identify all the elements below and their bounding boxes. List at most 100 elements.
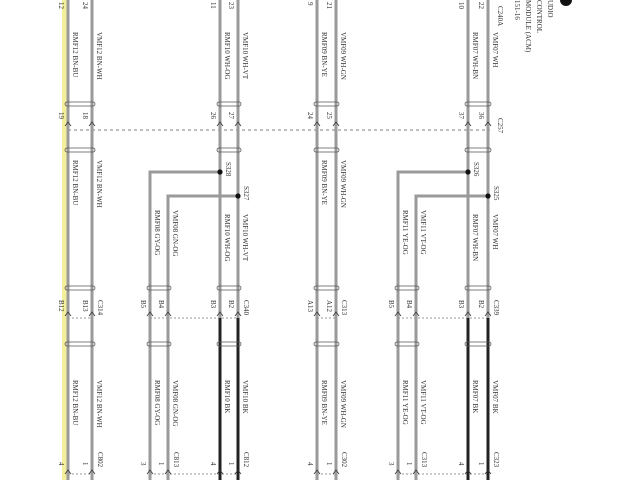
pin-number-lower: B4 (405, 300, 413, 309)
wire-label-bottom: RMF07 BK (471, 380, 479, 413)
wire-9 (414, 194, 488, 318)
wire-3 (166, 194, 238, 318)
wire-label-mid: RMF08 GY-OG (153, 210, 161, 255)
wire-label-top: RMF07 WH-BN (471, 32, 479, 79)
splice-dot-icon (235, 193, 241, 199)
pin-number-lower: A12 (325, 300, 333, 313)
wire-label-mid: RMF11 YE-OG (401, 210, 409, 255)
pin-arrow-icon (216, 121, 224, 127)
wire-label-top: VMF09 WH-GN (339, 32, 347, 80)
wire-label-bottom: VMF07 BK (491, 380, 499, 414)
pin-number-bottom: 3 (387, 462, 395, 466)
connector-label-bottom: C323 (492, 452, 500, 468)
wire-label-top: RMF10 WH-OG (223, 32, 231, 80)
pin-number-mid: 26 (209, 112, 217, 120)
twisted-pair-marker (394, 285, 420, 291)
twisted-pair-marker (394, 341, 420, 347)
pin-number-mid: 19 (57, 112, 65, 120)
pin-arrow-icon (313, 311, 321, 317)
connector-label-lower: C314 (96, 300, 104, 316)
splice-label: S326 (472, 162, 480, 177)
wire-label-top: RMF09 BN-YE (320, 32, 328, 77)
twisted-pair-marker (146, 285, 172, 291)
wire-label-mid: VMF07 WH (491, 214, 499, 249)
pin-number-mid: 27 (227, 112, 235, 120)
pin-arrow-icon (394, 311, 402, 317)
twisted-pair-marker (64, 101, 96, 107)
pin-arrow-icon (484, 121, 492, 127)
pin-number-bottom: 1 (227, 462, 235, 466)
pin-arrow-icon (313, 469, 321, 475)
twisted-pair-marker (64, 147, 96, 153)
module-title-line: UDIO (546, 0, 554, 18)
twisted-pair-marker (464, 147, 492, 153)
pin-arrow-icon (332, 469, 340, 475)
wire-label-mid: VMF09 WH-GN (339, 160, 347, 208)
pin-number-top: 22 (477, 2, 485, 10)
pin-arrow-icon (88, 469, 96, 475)
pin-number-top: 12 (57, 2, 65, 10)
pin-arrow-icon (313, 121, 321, 127)
wire-label-mid: VMF11 VT-OG (419, 210, 427, 255)
twisted-pair-marker (64, 285, 96, 291)
wire-label-bottom: RMF08 GY-OG (153, 380, 161, 425)
connector-label-mid: C257 (496, 118, 504, 134)
pin-number-lower: B13 (81, 300, 89, 312)
pin-arrow-icon (394, 469, 402, 475)
twisted-pair-marker (146, 341, 172, 347)
pin-number-bottom: 1 (477, 462, 485, 466)
twisted-pair-marker (216, 341, 242, 347)
wire-2 (148, 170, 220, 318)
pin-arrow-icon (484, 469, 492, 475)
module-title-line: 151-16 (513, 0, 521, 20)
pin-arrow-icon (234, 469, 242, 475)
twisted-pair-marker (464, 341, 492, 347)
connector-label-bottom: C812 (242, 452, 250, 468)
pin-arrow-icon (146, 469, 154, 475)
pin-number-mid: 18 (81, 112, 89, 120)
connector-label-lower: C340 (242, 300, 250, 316)
twisted-pair-marker (464, 285, 492, 291)
pin-number-lower: B5 (387, 300, 395, 309)
twisted-pair-marker (216, 101, 242, 107)
wire-label-bottom: RMF12 BN-BU (71, 380, 79, 425)
wire-label-bottom: VMF10 BK (241, 380, 249, 414)
twisted-pair-marker (313, 341, 340, 347)
splice-dot-icon (485, 193, 491, 199)
twisted-pair-marker (64, 341, 96, 347)
connector-label-bottom: C813 (172, 452, 180, 468)
pin-number-lower: B3 (457, 300, 465, 309)
pin-number-bottom: 1 (81, 462, 89, 466)
pin-arrow-icon (484, 311, 492, 317)
wire-label-mid: RMF09 BN-YE (320, 160, 328, 205)
module-title-line: MODULE (ACM) (524, 0, 532, 53)
pin-number-top: 23 (227, 2, 235, 10)
twisted-pair-marker (216, 147, 242, 153)
pin-number-bottom: 4 (57, 462, 65, 466)
splice-label: S327 (242, 186, 250, 201)
wire-label-mid: VMF08 GN-OG (171, 210, 179, 256)
pin-arrow-icon (164, 469, 172, 475)
pin-number-lower: B2 (227, 300, 235, 309)
wire-label-bottom: VMF08 GN-OG (171, 380, 179, 426)
pin-arrow-icon (146, 311, 154, 317)
connector-label-lower: C313 (340, 300, 348, 316)
pin-arrow-icon (464, 121, 472, 127)
pin-number-bottom: 1 (405, 462, 413, 466)
pin-number-bottom: 4 (457, 462, 465, 466)
connector-label-lower: C339 (492, 300, 500, 316)
pin-arrow-icon (88, 311, 96, 317)
module-marker-icon (560, 0, 572, 6)
wire-label-bottom: VMF09 WH-GN (339, 380, 347, 428)
wire-label-mid: VMF10 WH-VT (241, 214, 249, 262)
pin-number-lower: A13 (306, 300, 314, 313)
wire-highlight (62, 0, 68, 480)
pin-number-lower: B3 (209, 300, 217, 309)
pin-arrow-icon (234, 311, 242, 317)
wire-label-top: RMF12 BN-BU (71, 32, 79, 77)
pin-arrow-icon (412, 469, 420, 475)
twisted-pair-marker (216, 285, 242, 291)
pin-arrow-icon (64, 311, 72, 317)
pin-arrow-icon (234, 121, 242, 127)
pin-number-top: 9 (306, 2, 314, 6)
